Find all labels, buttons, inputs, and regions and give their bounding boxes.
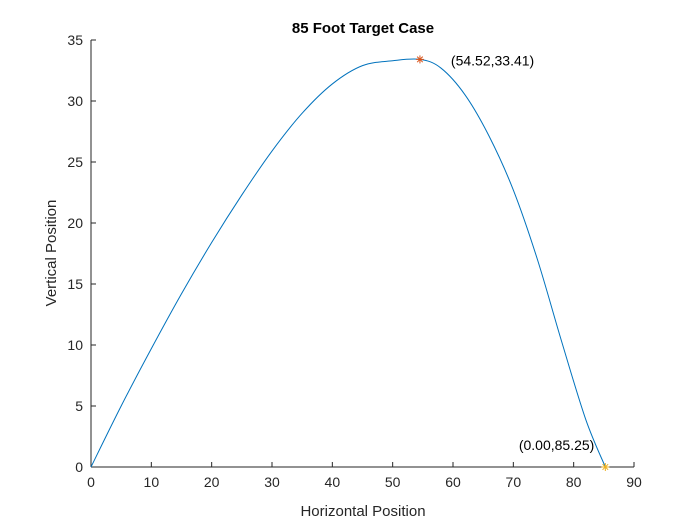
y-tick-label: 30 <box>67 93 83 109</box>
x-tick-label: 40 <box>325 474 341 490</box>
x-tick-label: 10 <box>144 474 160 490</box>
y-tick-label: 35 <box>67 32 83 48</box>
y-axis-label: Vertical Position <box>43 200 60 307</box>
x-tick-label: 30 <box>264 474 280 490</box>
y-tick-label: 0 <box>75 459 83 475</box>
x-tick-label: 20 <box>204 474 220 490</box>
x-tick-label: 60 <box>445 474 461 490</box>
trajectory-line <box>90 58 606 468</box>
asterisk-marker <box>601 463 610 471</box>
x-tick-label: 90 <box>626 474 642 490</box>
point-annotation: (0.00,85.25) <box>519 437 595 453</box>
y-tick-label: 10 <box>67 337 83 353</box>
y-tick-label: 25 <box>67 154 83 170</box>
y-tick-label: 5 <box>75 398 83 414</box>
y-tick-label: 15 <box>67 276 83 292</box>
y-tick-label: 20 <box>67 215 83 231</box>
asterisk-marker <box>415 55 424 64</box>
chart-title: 85 Foot Target Case <box>292 20 434 37</box>
x-tick-label: 50 <box>385 474 401 490</box>
x-axis-label: Horizontal Position <box>300 503 425 520</box>
plot-area: 0 10 20 30 40 50 60 70 80 90 0 5 10 15 20 25 30 35 (54.52,… <box>67 32 642 490</box>
x-tick-label: 80 <box>566 474 582 490</box>
x-tick-label: 0 <box>87 474 95 490</box>
x-tick-label: 70 <box>506 474 522 490</box>
point-annotation: (54.52,33.41) <box>451 52 534 68</box>
